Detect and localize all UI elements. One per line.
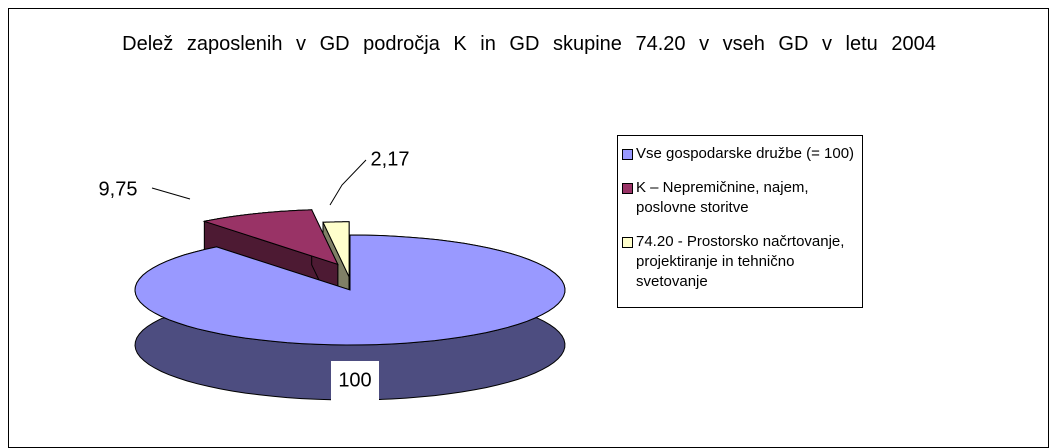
data-label: 2,17: [371, 148, 410, 170]
legend-label: 74.20 - Prostorsko načrtovanje, projekti…: [636, 233, 845, 290]
data-label: 9,75: [99, 178, 138, 200]
pie-chart: 100 9,75 2,17: [99, 148, 566, 401]
legend-swatch: [622, 149, 633, 160]
leader-line: [151, 187, 191, 200]
legend-entry: Vse gospodarske družbe (= 100): [622, 144, 858, 164]
legend-swatch: [622, 237, 633, 248]
data-label: 100: [338, 369, 371, 391]
legend-label: K – Nepremičnine, najem, poslovne storit…: [636, 179, 809, 216]
pie-slice: [134, 234, 566, 346]
pie-slice: [202, 209, 339, 266]
legend-entry: 74.20 - Prostorsko načrtovanje, projekti…: [622, 232, 858, 292]
pie-slice: [322, 221, 350, 278]
chart-title: Delež zaposlenih v GD področja K in GD s…: [122, 33, 936, 55]
legend-swatch: [622, 183, 633, 194]
legend: Vse gospodarske družbe (= 100) K – Neprem…: [617, 135, 863, 308]
leader-line: [329, 159, 367, 206]
legend-label: Vse gospodarske družbe (= 100): [636, 145, 855, 162]
label-box: [331, 361, 379, 401]
legend-entry: K – Nepremičnine, najem, poslovne storit…: [622, 178, 858, 218]
